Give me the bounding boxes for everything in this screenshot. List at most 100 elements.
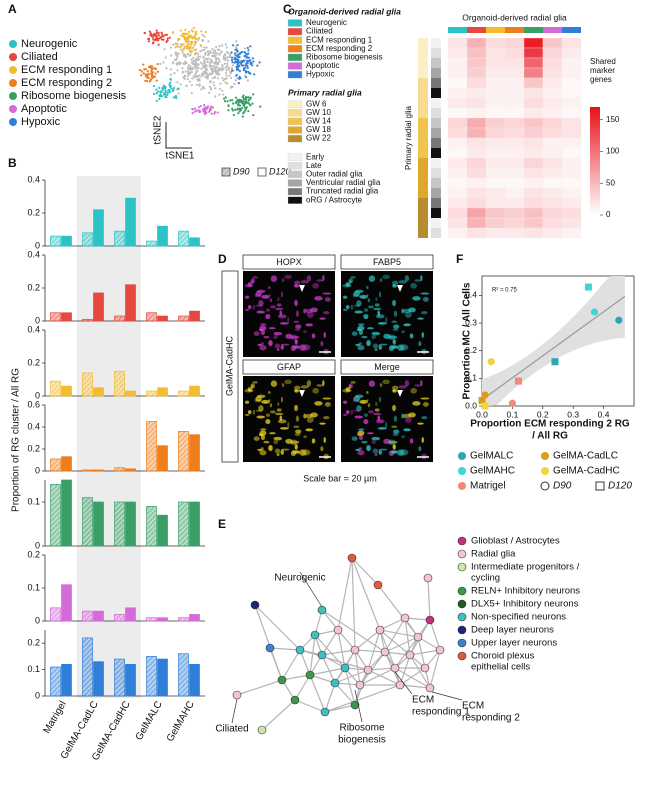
network-edge [394,636,419,669]
cell-signal [397,344,405,351]
cell-signal [408,307,416,313]
y-tick-label: 0 [35,615,40,625]
tsne-point [163,85,166,88]
row-annotation [431,38,441,48]
tsne-point [156,90,159,93]
x-tick-label: 0.1 [506,409,518,419]
legend-marker [457,549,467,559]
cell-signal [392,284,396,287]
network-edge [399,667,426,686]
cell-signal [390,450,398,454]
tsne-point [170,87,173,90]
network-edge [321,654,336,684]
row-annotation [431,78,441,88]
tsne-point [169,84,172,87]
cell-signal [373,307,382,311]
heatmap-cell [485,137,506,149]
tsne-point [226,82,229,85]
x-axis-label: / All RG [532,431,568,442]
tsne-point [247,56,251,59]
cell-signal [322,292,332,295]
tsne-point [146,80,149,83]
heatmap-cell [523,177,544,189]
cell-signal [294,433,301,436]
tsne-point [183,75,186,78]
cell-signal [403,428,411,432]
heatmap-cell [447,47,468,59]
tsne-point [203,72,207,75]
tsne-point [224,81,227,84]
heatmap-cell [542,147,563,159]
cell-signal [311,438,316,444]
bar [178,315,189,322]
tsne-point [249,97,252,100]
cell-signal [361,440,368,444]
tsne-point [236,67,239,70]
cell-signal [273,331,283,336]
bar [146,506,157,547]
tsne-point [197,79,200,82]
arrowhead [397,390,403,397]
row-annotation [418,208,428,218]
tsne-point [217,73,220,76]
y-tick-label: 0 [35,465,40,475]
heatmap-cell [523,107,544,119]
cell-signal [343,309,348,311]
tsne-point [199,61,203,64]
cell-signal [290,439,298,446]
cell-signal [354,415,364,419]
legend-label: GW 6 [306,99,327,108]
tsne-point [194,30,198,33]
tsne-point [174,51,177,54]
tsne-point [216,63,220,66]
panel-label: B [8,156,17,170]
cell-signal [244,295,250,299]
tsne-axes [165,122,192,149]
tsne-point [185,85,188,88]
y-tick-label: 0.2 [27,357,40,367]
channel-label: GFAP [277,362,301,372]
legend-label: GelMAHC [470,466,515,477]
legend-swatch [287,109,303,117]
bar [61,385,72,397]
cell-signal [294,328,301,331]
bar [189,385,200,397]
tsne-point [184,39,187,43]
row-annotation [418,128,428,138]
network-edge [314,609,323,636]
cell-signal [274,448,281,454]
network-edge [236,679,283,696]
tsne-point [161,89,164,92]
cell-signal [320,341,324,347]
tsne-point [190,58,193,61]
network-edge [351,557,381,631]
tsne-point [227,104,230,107]
network-edge [379,617,406,631]
tsne-point [234,79,238,82]
legend-marker [9,53,17,61]
tsne-point [197,55,200,58]
cell-signal [273,436,283,441]
tsne-point [252,113,255,117]
heatmap-cell [523,137,544,149]
leader-line [231,698,238,724]
cell-signal [420,292,430,295]
tsne-point [163,91,166,95]
network-edge [269,647,301,651]
tsne-point [226,65,229,68]
row-annotation [418,48,428,58]
tsne-point [236,99,239,102]
cell-signal [301,449,311,456]
heatmap-cell [561,97,582,109]
tsne-point [177,52,180,55]
network-node [380,647,390,657]
tsne-point [212,81,215,84]
tsne-point [209,50,212,53]
cell-signal [306,275,312,282]
tsne-point [182,62,185,65]
cell-signal [255,409,263,412]
tsne-point [164,33,167,37]
tsne-point [154,72,157,75]
cell-signal [414,279,422,282]
